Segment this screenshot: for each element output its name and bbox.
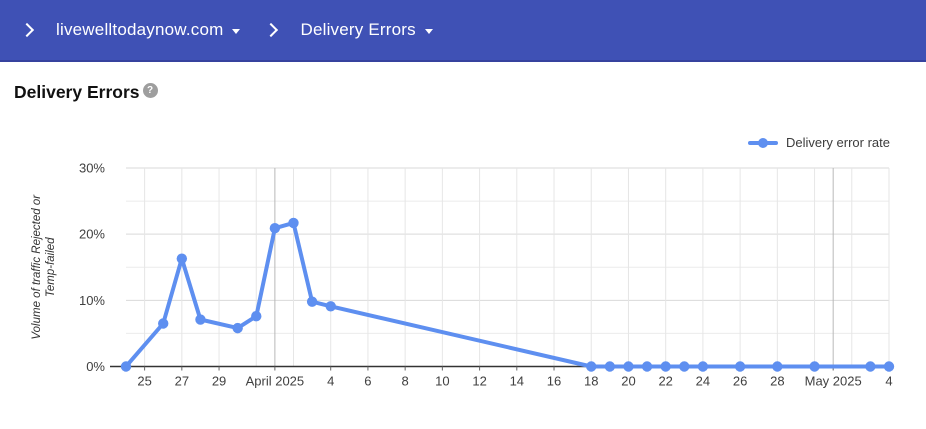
x-tick-label: 14 [510,374,524,389]
delivery-error-rate-chart: 25 27 29 April 2025 4 6 8 10 12 14 16 18 20 22 24 26 28 M… [31,161,895,389]
legend-label: Delivery error rate [785,135,890,150]
x-tick-label: 25 [137,374,151,389]
data-point[interactable] [586,361,597,372]
data-point[interactable] [176,253,188,264]
x-tick-label: 16 [547,374,561,389]
y-tick-label: 30% [79,161,105,176]
y-tick-label: 20% [79,227,105,242]
domain-dropdown-label: livewelltodaynow.com [56,20,224,39]
x-tick-label: 22 [658,374,672,389]
x-tick-label: 18 [584,374,598,389]
data-point[interactable] [660,361,671,372]
x-tick-label: 6 [364,374,371,389]
caret-down-icon [232,29,241,34]
caret-down-icon [424,29,433,34]
x-tick-label: 26 [733,374,747,389]
x-tick-label: 12 [472,374,486,389]
help-icon[interactable]: ? [142,83,158,98]
x-tick-label: 27 [175,374,189,389]
data-point[interactable] [623,361,634,372]
x-tick-label: 20 [621,374,635,389]
y-tick-label: 10% [79,293,105,308]
x-tick-label: 24 [696,374,710,389]
x-tick-label: 28 [770,374,784,389]
data-point[interactable] [288,217,299,229]
x-tick-label: 8 [402,374,409,389]
x-tick-label: 4 [327,374,334,389]
data-point[interactable] [232,322,243,334]
data-point[interactable] [251,311,262,322]
series-line [124,220,891,369]
data-point[interactable] [604,361,616,372]
app-header: livewelltodaynow.com Delivery Errors [0,0,926,62]
y-axis-title: Volume of traffic Rejected or [31,194,43,340]
x-tick-label: April 2025 [246,374,305,389]
data-point[interactable] [865,361,876,372]
chart-legend: Delivery error rate [747,135,890,150]
x-tick-label: May 2025 [805,374,862,389]
x-tick-label: 29 [212,374,226,389]
data-point[interactable] [269,223,281,234]
page-title: Delivery Errors [14,82,140,102]
legend-series-marker-icon [747,137,778,148]
chevron-right-icon [264,22,279,38]
data-point[interactable] [697,361,709,372]
title-row: Delivery Errors ? [14,82,158,103]
data-point[interactable] [772,361,783,372]
report-dropdown[interactable]: Delivery Errors [300,20,433,40]
data-point[interactable] [120,361,132,372]
data-point[interactable] [195,314,206,325]
data-point[interactable] [883,361,895,372]
data-point[interactable] [306,296,318,307]
x-tick-label: 10 [435,374,449,389]
y-axis-title: Temp-failed [45,237,57,297]
y-tick-label: 0% [86,359,105,374]
data-point[interactable] [641,361,653,372]
data-point[interactable] [809,361,820,372]
data-point[interactable] [158,318,169,329]
data-point[interactable] [325,301,336,312]
report-dropdown-label: Delivery Errors [300,20,416,39]
chevron-right-icon [19,22,35,38]
data-point[interactable] [734,361,746,372]
x-tick-label: 4 [885,374,892,389]
domain-dropdown[interactable]: livewelltodaynow.com [56,20,241,40]
data-point[interactable] [679,361,690,372]
